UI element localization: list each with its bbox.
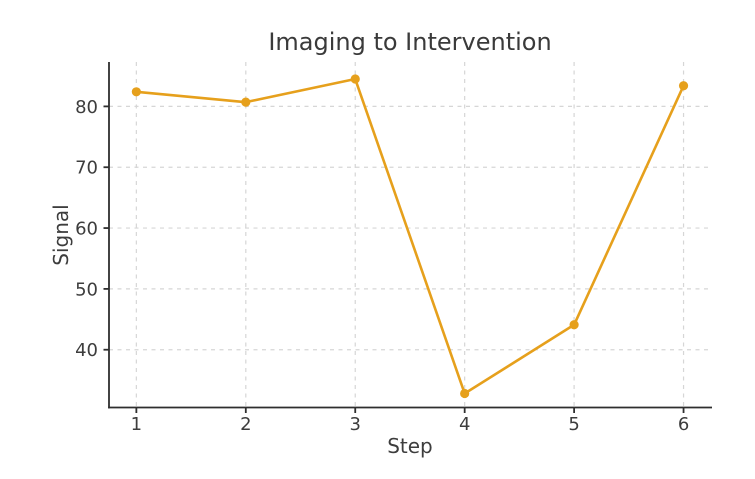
x-tick-label: 1 bbox=[131, 414, 142, 435]
data-point-marker bbox=[678, 81, 689, 91]
axis-ticks: 1 2 3 4 5 6 40 50 60 70 80 bbox=[75, 97, 689, 435]
x-tick-label: 5 bbox=[568, 414, 579, 435]
data-point-marker bbox=[350, 74, 360, 84]
y-tick-label: 60 bbox=[75, 219, 98, 240]
x-tick-label: 6 bbox=[678, 414, 689, 435]
x-tick-label: 4 bbox=[459, 414, 470, 435]
x-tick-label: 2 bbox=[240, 414, 251, 435]
y-tick-label: 80 bbox=[75, 97, 98, 118]
data-point-marker bbox=[569, 320, 579, 330]
y-tick-label: 40 bbox=[75, 340, 98, 361]
x-tick-label: 3 bbox=[350, 414, 361, 435]
y-axis-label: Signal bbox=[49, 204, 73, 265]
x-axis-label: Step bbox=[387, 434, 433, 458]
axes-spines bbox=[108, 62, 712, 409]
signal-line bbox=[135, 77, 685, 395]
y-tick-label: 70 bbox=[75, 158, 98, 179]
y-tick-label: 50 bbox=[75, 279, 98, 300]
data-point-marker bbox=[241, 97, 251, 107]
data-point-marker bbox=[460, 388, 470, 399]
chart-title: Imaging to Intervention bbox=[268, 28, 551, 56]
grid-lines bbox=[109, 62, 712, 408]
data-point-marker bbox=[131, 87, 141, 97]
data-series bbox=[131, 74, 689, 399]
